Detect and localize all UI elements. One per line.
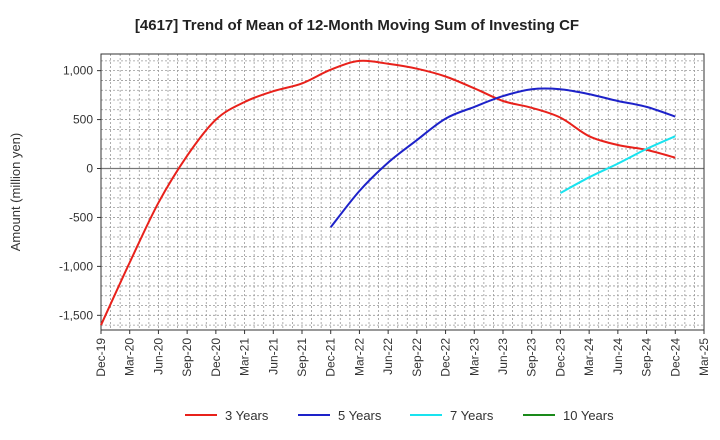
y-tick-label: 0 (86, 162, 93, 176)
x-tick-label: Sep-23 (525, 338, 539, 377)
x-tick-label: Jun-23 (496, 338, 510, 375)
x-tick-label: Jun-20 (151, 338, 165, 375)
x-axis-ticks: Dec-19 Mar-20 Jun-20 Sep-20 Dec-20 Mar-21 Jun-… (94, 330, 711, 377)
series-layer (100, 59, 676, 326)
x-tick-label: Sep-22 (410, 338, 424, 377)
x-tick-label: Dec-21 (324, 338, 338, 377)
chart-title: [4617] Trend of Mean of 12-Month Moving … (135, 17, 579, 34)
x-tick-label: Mar-22 (352, 338, 366, 376)
x-tick-label: Mar-24 (582, 338, 596, 376)
y-tick-label: -1,500 (59, 308, 93, 322)
series-line-7-years (559, 135, 676, 194)
x-tick-label: Dec-23 (553, 338, 567, 377)
x-tick-label: Jun-24 (611, 338, 625, 375)
x-tick-label: Jun-22 (381, 338, 395, 375)
x-tick-label: Dec-24 (668, 338, 682, 377)
grid-layer (101, 54, 704, 330)
plot-frame (100, 53, 705, 331)
y-tick-label: -500 (69, 210, 93, 224)
legend-label-5-years: 5 Years (338, 408, 382, 423)
y-axis-ticks: 1,000 500 0 -500 -1,000 -1,500 (59, 64, 101, 322)
x-tick-label: Jun-21 (266, 338, 280, 375)
legend: 3 Years 5 Years 7 Years 10 Years (185, 408, 614, 423)
x-tick-label: Mar-25 (697, 338, 711, 376)
y-axis-label: Amount (million yen) (8, 133, 23, 252)
x-tick-label: Sep-21 (295, 338, 309, 377)
x-tick-label: Sep-24 (640, 338, 654, 377)
x-tick-label: Mar-21 (238, 338, 252, 376)
x-tick-label: Sep-20 (180, 338, 194, 377)
x-tick-label: Dec-19 (94, 338, 108, 377)
legend-label-10-years: 10 Years (563, 408, 614, 423)
x-tick-label: Dec-20 (209, 338, 223, 377)
y-tick-label: -1,000 (59, 259, 93, 273)
series-line-3-years (100, 59, 676, 326)
y-tick-label: 1,000 (63, 64, 93, 78)
series-line-5-years (329, 87, 676, 228)
x-tick-label: Dec-22 (439, 338, 453, 377)
legend-label-7-years: 7 Years (450, 408, 494, 423)
x-tick-label: Mar-20 (123, 338, 137, 376)
x-tick-label: Mar-23 (467, 338, 481, 376)
legend-label-3-years: 3 Years (225, 408, 269, 423)
y-tick-label: 500 (73, 113, 93, 127)
